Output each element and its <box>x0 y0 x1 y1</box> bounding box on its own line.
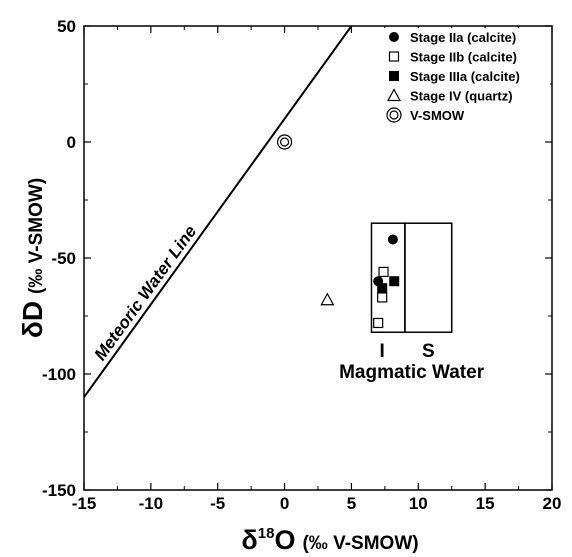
y-axis-title: δD (‰ V-SMOW) <box>17 178 48 338</box>
data-point <box>320 292 335 306</box>
region-label-i: I <box>380 341 385 362</box>
region-label-s: S <box>422 341 435 362</box>
meteoric-water-line-label: Meteoric Water Line <box>91 222 201 364</box>
x-tick-label: -5 <box>210 494 225 513</box>
x-axis-sup: 18 <box>258 525 275 542</box>
x-axis-element: O <box>274 525 295 555</box>
legend-label: Stage IIIa (calcite) <box>410 69 520 84</box>
x-axis-unit: (‰ V-SMOW) <box>302 533 418 554</box>
x-axis-delta: δ <box>241 525 257 555</box>
y-tick-label: -150 <box>42 481 76 500</box>
region-box-s <box>404 222 453 333</box>
x-axis-title: δ18O (‰ V-SMOW) <box>241 525 418 555</box>
legend-label: Stage IV (quartz) <box>410 89 513 104</box>
x-tick-label: -15 <box>72 494 97 513</box>
legend-marker <box>388 51 400 62</box>
legend-marker <box>386 88 402 102</box>
legend-label: Stage IIa (calcite) <box>410 30 516 45</box>
data-point <box>389 276 400 287</box>
y-axis-unit: (‰ V-SMOW) <box>26 178 47 294</box>
data-point <box>378 266 389 278</box>
y-tick-label: 0 <box>67 133 76 152</box>
y-tick-label: -50 <box>51 249 76 268</box>
meteoric-water-line <box>84 26 353 398</box>
data-point <box>377 283 388 294</box>
x-tick-label: -10 <box>139 494 164 513</box>
x-tick-label: 20 <box>543 494 562 513</box>
data-point <box>377 292 388 303</box>
legend-label: Stage IIb (calcite) <box>410 50 517 65</box>
y-tick-label: -100 <box>42 365 76 384</box>
data-point-inner <box>279 137 290 147</box>
legend-background <box>383 28 550 132</box>
magmatic-water-label: Magmatic Water <box>339 362 485 383</box>
data-point <box>276 134 293 150</box>
y-axis-main: δD <box>17 301 48 338</box>
y-tick-label: 50 <box>57 17 76 36</box>
legend-label: V-SMOW <box>410 108 465 123</box>
legend-marker <box>386 107 402 123</box>
data-point <box>387 234 398 245</box>
legend-marker-inner <box>389 110 399 120</box>
reference-lines <box>84 26 353 398</box>
legend-marker <box>389 32 399 42</box>
legend: Stage IIa (calcite) Stage IIb (calcite) St… <box>383 28 550 132</box>
x-tick-label: 0 <box>280 494 289 513</box>
x-tick-label: 10 <box>409 494 428 513</box>
data-points <box>276 134 400 329</box>
x-tick-label: 5 <box>347 494 356 513</box>
x-tick-label: 15 <box>476 494 495 513</box>
legend-marker <box>389 71 399 81</box>
data-point <box>373 317 384 329</box>
